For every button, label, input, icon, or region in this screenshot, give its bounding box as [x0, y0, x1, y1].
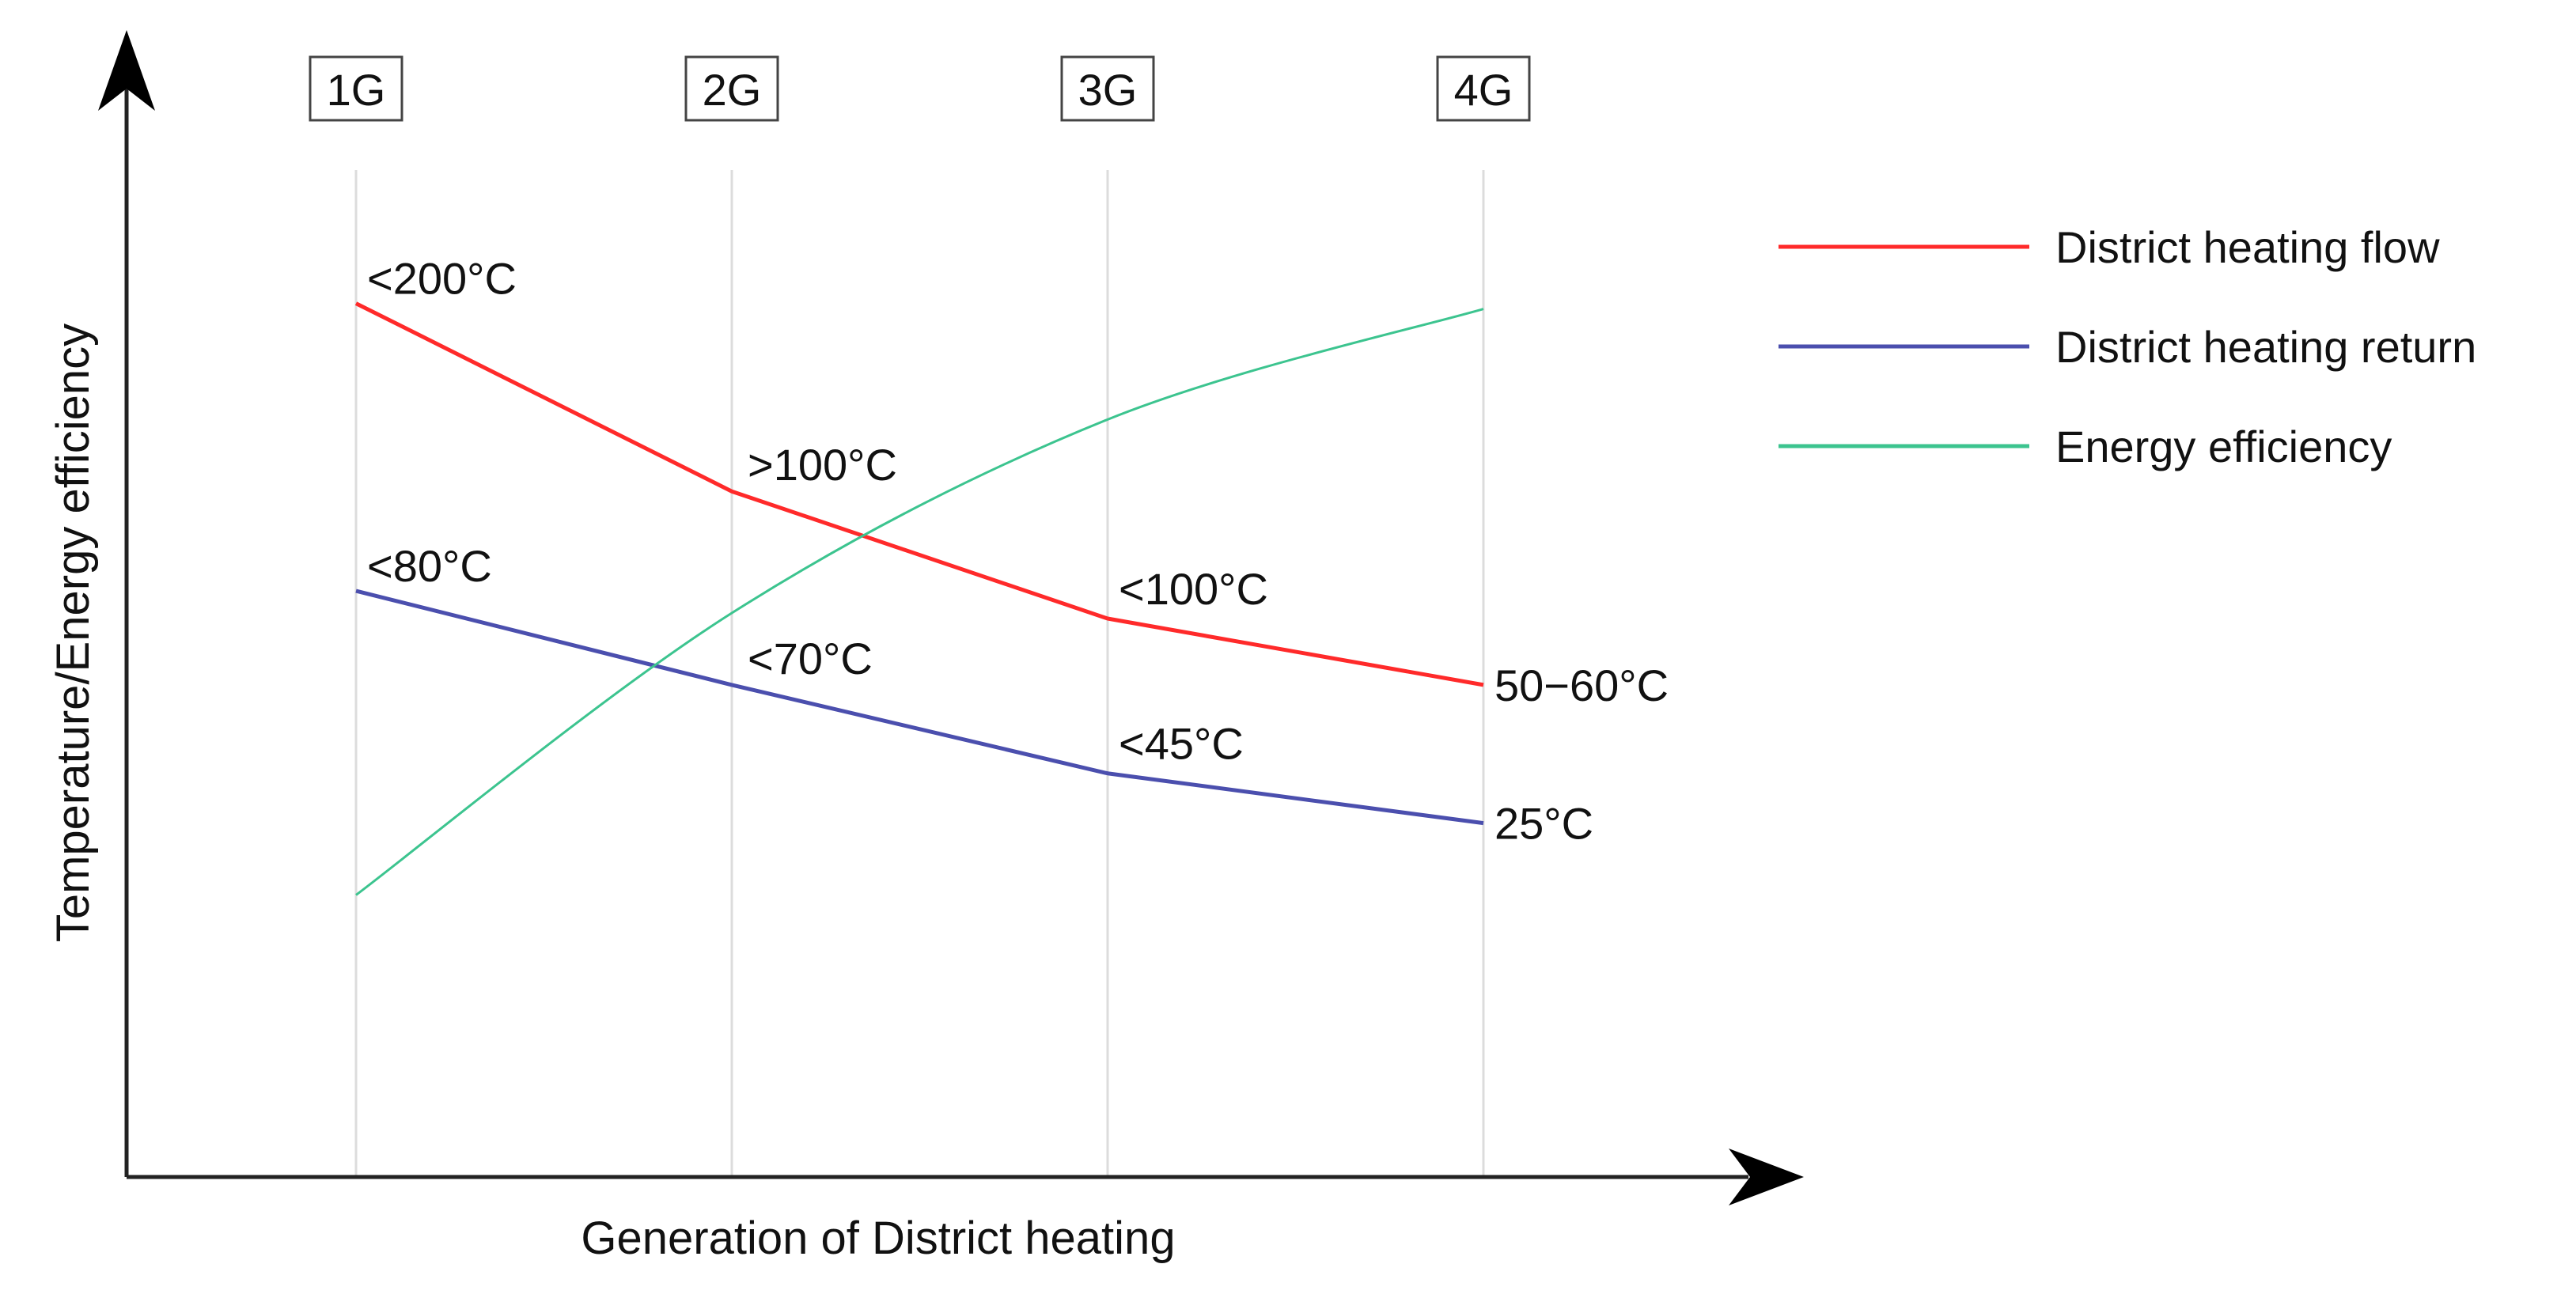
data-label-district-heating-flow-1g: <200°C — [367, 254, 517, 304]
generation-text: 1G — [327, 65, 386, 115]
legend-item-energy-efficiency: Energy efficiency — [1779, 422, 2392, 471]
gridlines — [354, 170, 1485, 1177]
generation-text: 3G — [1078, 65, 1138, 115]
data-label-district-heating-return-3g: <45°C — [1119, 719, 1244, 769]
generation-box — [1060, 55, 1155, 122]
data-labels: <200°C >100°C <100°C 50−60°C <80°C <70°C <45°C… — [367, 254, 1669, 849]
data-label-district-heating-flow-4g: 50−60°C — [1494, 660, 1669, 710]
generation-label-4g: 4G — [1436, 55, 1531, 122]
series-line-energy-efficiency — [355, 308, 1484, 896]
legend: District heating flow District heating re… — [1779, 222, 2476, 471]
data-label-district-heating-return-4g: 25°C — [1494, 799, 1593, 849]
legend-label: District heating flow — [2055, 222, 2440, 272]
legend-item-district-heating-flow: District heating flow — [1779, 222, 2440, 272]
generation-label-1g: 1G — [309, 55, 403, 122]
generation-label-3g: 3G — [1060, 55, 1155, 122]
y-axis-title: Temperature/Energy efficiency — [47, 324, 99, 942]
generation-text: 2G — [703, 65, 762, 115]
x-axis-arrow-icon — [1729, 1149, 1804, 1205]
generation-box — [684, 55, 779, 122]
generation-labels: 1G 2G 3G 4G — [309, 55, 1531, 122]
generation-box — [1436, 55, 1531, 122]
data-label-district-heating-return-2g: <70°C — [748, 634, 873, 683]
y-axis-arrow-icon — [98, 30, 155, 111]
generation-box — [309, 55, 403, 122]
series-lines — [354, 301, 1484, 896]
generation-label-2g: 2G — [684, 55, 779, 122]
legend-label: District heating return — [2055, 322, 2476, 372]
data-label-district-heating-flow-3g: <100°C — [1119, 564, 1268, 614]
generation-text: 4G — [1454, 65, 1513, 115]
axes — [98, 30, 1804, 1205]
data-label-district-heating-return-1g: <80°C — [367, 541, 492, 591]
legend-item-district-heating-return: District heating return — [1779, 322, 2476, 372]
series-line-district-heating-return — [355, 588, 1484, 826]
series-line-district-heating-flow — [354, 301, 1484, 687]
legend-label: Energy efficiency — [2055, 422, 2392, 471]
data-label-district-heating-flow-2g: >100°C — [748, 440, 897, 490]
x-axis-title: Generation of District heating — [581, 1213, 1175, 1264]
